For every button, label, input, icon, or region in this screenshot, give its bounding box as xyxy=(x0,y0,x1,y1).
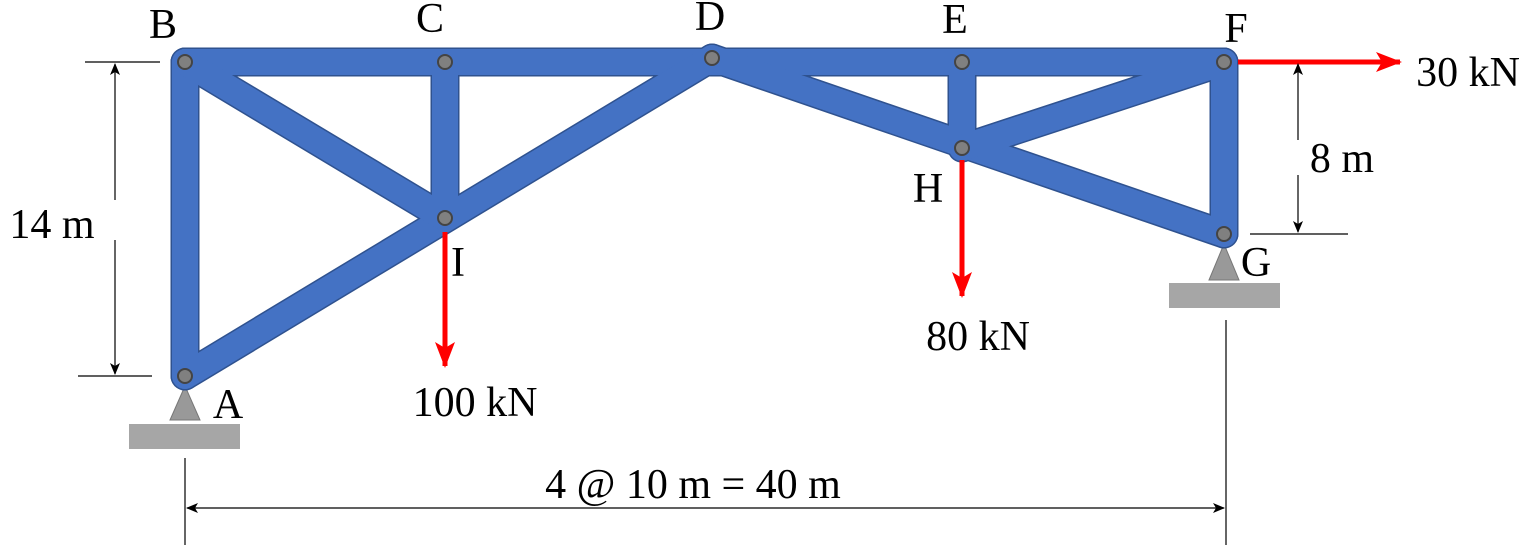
load-label: 100 kN xyxy=(413,380,538,426)
node-label: G xyxy=(1241,240,1271,286)
dimension-label: 8 m xyxy=(1310,136,1375,182)
node-label: E xyxy=(942,0,968,43)
members xyxy=(170,43,1239,391)
load-label: 80 kN xyxy=(926,314,1030,360)
dimension-label: 4 @ 10 m = 40 m xyxy=(545,462,841,508)
node-label: C xyxy=(416,0,444,42)
node-label: D xyxy=(695,0,725,40)
dimension-label: 14 m xyxy=(9,202,95,248)
node-label: B xyxy=(149,2,177,48)
dimension-lines xyxy=(78,61,1348,545)
node-label: A xyxy=(213,382,244,428)
node-label: F xyxy=(1224,6,1247,52)
supports xyxy=(129,242,1280,449)
node-label: I xyxy=(451,240,465,286)
load-label: 30 kN xyxy=(1416,50,1520,96)
node-label: H xyxy=(913,166,943,212)
load-arrows xyxy=(435,52,1402,368)
